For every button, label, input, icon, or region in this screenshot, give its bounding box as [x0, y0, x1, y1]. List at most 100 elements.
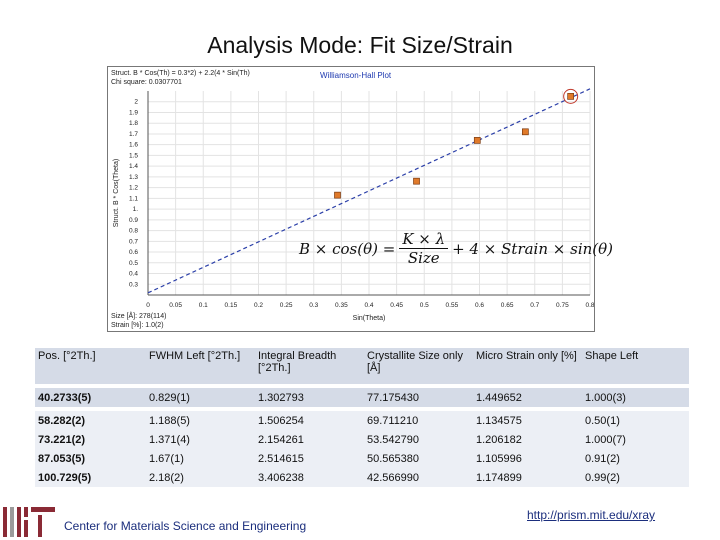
col-header-fwhm: FWHM Left [°2Th.]	[146, 348, 255, 384]
cell-shape-left: 0.50(1)	[582, 411, 689, 430]
cell-pos: 87.053(5)	[35, 449, 146, 468]
williamson-hall-chart: 0 0.05 0.1 0.15 0.2 0.25 0.3 0.35 0.4 0.45 0.5 0.55…	[107, 66, 613, 332]
y-tick-label: 1.3	[129, 174, 138, 181]
cell-micro-strain: 1.105996	[473, 449, 582, 468]
equation-fraction-numerator: K × λ	[399, 230, 449, 249]
x-tick-label: 0.55	[446, 302, 459, 309]
y-tick-label: 0.9	[129, 217, 138, 224]
fit-equation-line: Struct. B * Cos(Th) = 0.3*2) + 2.2(4 * S…	[111, 70, 250, 77]
table-row: 73.221(2) 1.371(4) 2.154261 53.542790 1.…	[35, 430, 689, 449]
y-tick-label: 0.4	[129, 271, 138, 278]
cell-pos: 58.282(2)	[35, 411, 146, 430]
y-tick-label: 1.	[133, 206, 139, 213]
equation-fraction: K × λ Size	[399, 230, 449, 267]
x-tick-label: 0.75	[556, 302, 569, 309]
table-header-row: Pos. [°2Th.] FWHM Left [°2Th.] Integral …	[35, 348, 689, 384]
col-header-pos: Pos. [°2Th.]	[35, 348, 146, 384]
equation-strain-term: + 4 × Strain × sin(θ)	[452, 239, 614, 258]
table-row: 40.2733(5) 0.829(1) 1.302793 77.175430 1…	[35, 388, 689, 407]
x-tick-label: 0.1	[199, 302, 208, 309]
cell-fwhm: 1.371(4)	[146, 430, 255, 449]
prism-url-link[interactable]: http://prism.mit.edu/xray	[527, 508, 656, 522]
cell-pos: 40.2733(5)	[35, 388, 146, 407]
data-point	[567, 93, 575, 100]
cell-shape-left: 0.91(2)	[582, 449, 689, 468]
cell-crystallite-size: 77.175430	[364, 388, 473, 407]
y-tick-label: 0.6	[129, 249, 138, 256]
x-tick-label: 0.35	[335, 302, 348, 309]
williamson-hall-equation: B × cos(θ) = K × λ Size + 4 × Strain × s…	[299, 230, 613, 267]
mit-logo	[3, 507, 55, 537]
x-tick-label: 0.6	[475, 302, 484, 309]
x-tick-label: 0.5	[420, 302, 429, 309]
cell-micro-strain: 1.449652	[473, 388, 582, 407]
cell-fwhm: 0.829(1)	[146, 388, 255, 407]
chi-square-line: Chi square: 0.0307701	[111, 79, 182, 86]
chart-canvas: 0 0.05 0.1 0.15 0.2 0.25 0.3 0.35 0.4 0.45 0.5 0.55…	[113, 88, 594, 322]
cell-pos: 100.729(5)	[35, 468, 146, 487]
center-name: Center for Materials Science and Enginee…	[64, 519, 307, 533]
data-point	[522, 128, 529, 136]
page-title: Analysis Mode: Fit Size/Strain	[207, 32, 513, 58]
cell-crystallite-size: 50.565380	[364, 449, 473, 468]
cell-integral-breadth: 2.514615	[255, 449, 364, 468]
y-tick-label: 0.5	[129, 260, 138, 267]
cell-pos: 73.221(2)	[35, 430, 146, 449]
x-tick-label: 0.45	[390, 302, 403, 309]
fit-equation-box: Struct. B * Cos(Th) = 0.3*2) + 2.2(4 * S…	[111, 69, 250, 87]
x-tick-label: 0.7	[530, 302, 539, 309]
y-tick-label: 1.8	[129, 120, 138, 127]
x-tick-label: 0.8	[585, 302, 594, 309]
equation-lhs: B × cos(θ) =	[299, 239, 396, 258]
strain-result: Strain [%]: 1.0(2)	[111, 322, 164, 329]
cell-shape-left: 1.000(3)	[582, 388, 689, 407]
y-tick-label: 1.5	[129, 152, 138, 159]
cell-integral-breadth: 2.154261	[255, 430, 364, 449]
cell-crystallite-size: 69.711210	[364, 411, 473, 430]
cell-fwhm: 2.18(2)	[146, 468, 255, 487]
cell-micro-strain: 1.134575	[473, 411, 582, 430]
y-tick-label: 2	[134, 99, 138, 106]
x-tick-label: 0	[146, 302, 150, 309]
peak-results-table: Pos. [°2Th.] FWHM Left [°2Th.] Integral …	[35, 348, 689, 487]
cell-integral-breadth: 1.302793	[255, 388, 364, 407]
selected-point-marker	[563, 88, 579, 104]
x-tick-label: 0.25	[280, 302, 293, 309]
col-header-integral-breadth: Integral Breadth [°2Th.]	[255, 348, 364, 384]
y-tick-label: 1.7	[129, 131, 138, 138]
equation-fraction-denominator: Size	[407, 249, 440, 267]
x-axis-label: Sin(Theta)	[353, 315, 386, 322]
y-tick-label: 0.3	[129, 281, 138, 288]
y-tick-label: 0.7	[129, 238, 138, 245]
y-tick-label: 1.9	[129, 109, 138, 116]
cell-crystallite-size: 42.566990	[364, 468, 473, 487]
col-header-micro-strain: Micro Strain only [%]	[473, 348, 582, 384]
y-tick-label: 1.6	[129, 142, 138, 149]
col-header-crystallite-size: Crystallite Size only [Å]	[364, 348, 473, 384]
size-strain-legend: Size [Å]: 278(114) Strain [%]: 1.0(2)	[111, 312, 167, 330]
data-point	[473, 137, 481, 144]
cell-shape-left: 1.000(7)	[582, 430, 689, 449]
cell-integral-breadth: 3.406238	[255, 468, 364, 487]
chart-title: Williamson-Hall Plot	[320, 71, 392, 80]
size-result: Size [Å]: 278(114)	[111, 313, 167, 320]
cell-integral-breadth: 1.506254	[255, 411, 364, 430]
col-header-shape-left: Shape Left	[582, 348, 689, 384]
y-tick-label: 1.2	[129, 185, 138, 192]
data-point	[413, 177, 420, 185]
x-tick-label: 0.05	[169, 302, 182, 309]
table-row: 58.282(2) 1.188(5) 1.506254 69.711210 1.…	[35, 411, 689, 430]
cell-fwhm: 1.67(1)	[146, 449, 255, 468]
x-tick-label: 0.65	[501, 302, 514, 309]
cell-shape-left: 0.99(2)	[582, 468, 689, 487]
cell-micro-strain: 1.206182	[473, 430, 582, 449]
cell-micro-strain: 1.174899	[473, 468, 582, 487]
table-row: 87.053(5) 1.67(1) 2.514615 50.565380 1.1…	[35, 449, 689, 468]
cell-fwhm: 1.188(5)	[146, 411, 255, 430]
data-point	[334, 191, 341, 199]
x-tick-label: 0.3	[309, 302, 318, 309]
x-tick-label: 0.15	[225, 302, 238, 309]
y-axis-label: Struct. B * Cos(Theta)	[113, 159, 120, 227]
table-row: 100.729(5) 2.18(2) 3.406238 42.566990 1.…	[35, 468, 689, 487]
y-tick-label: 0.8	[129, 228, 138, 235]
